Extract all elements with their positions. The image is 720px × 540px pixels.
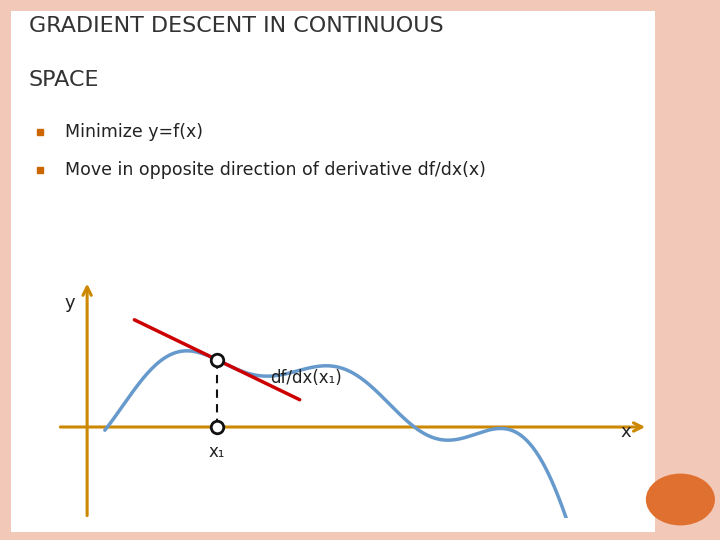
Circle shape bbox=[646, 474, 715, 525]
Text: x: x bbox=[620, 423, 631, 442]
FancyBboxPatch shape bbox=[11, 11, 655, 532]
Text: GRADIENT DESCENT IN CONTINUOUS: GRADIENT DESCENT IN CONTINUOUS bbox=[29, 16, 444, 36]
Text: Minimize y=f(x): Minimize y=f(x) bbox=[65, 123, 203, 141]
Text: y: y bbox=[64, 294, 75, 312]
Text: x₁: x₁ bbox=[209, 443, 225, 462]
Text: df/dx(x₁): df/dx(x₁) bbox=[270, 369, 342, 387]
Text: SPACE: SPACE bbox=[29, 70, 99, 90]
Text: Move in opposite direction of derivative df/dx(x): Move in opposite direction of derivative… bbox=[65, 161, 486, 179]
